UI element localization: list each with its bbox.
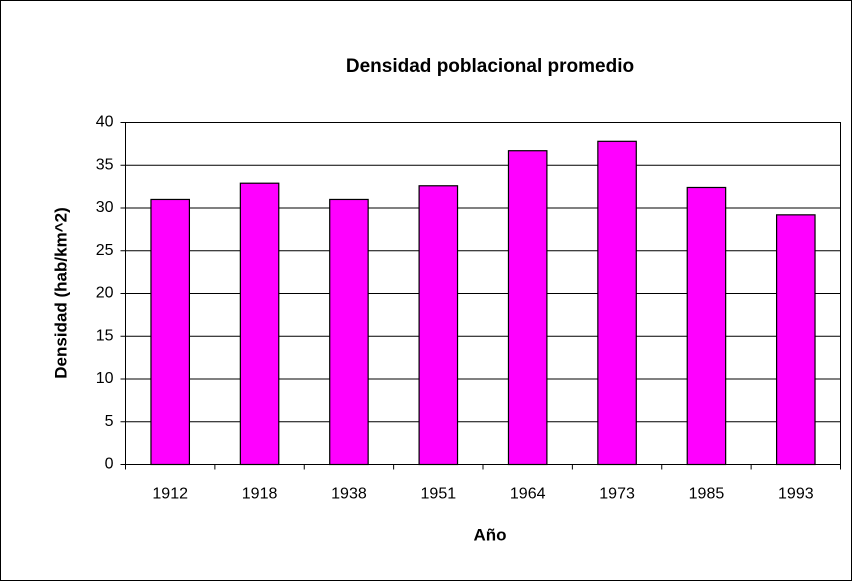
x-tick-label: 1973 (599, 486, 635, 503)
x-tick-label: 1951 (421, 486, 457, 503)
bar (507, 150, 548, 466)
y-axis-title: Densidad (hab/km^2) (51, 207, 70, 378)
bar (329, 198, 369, 466)
y-tick-label: 0 (105, 456, 114, 473)
y-tick-label: 40 (96, 114, 114, 131)
y-tick-label: 30 (96, 199, 114, 216)
x-tick-label: 1985 (689, 486, 725, 503)
bar (775, 214, 816, 466)
x-tick-label: 1964 (510, 486, 546, 503)
bar (686, 186, 727, 466)
chart-title: Densidad poblacional promedio (346, 56, 634, 77)
y-tick-label: 5 (105, 413, 114, 430)
bar (418, 185, 459, 466)
y-tick-label: 25 (96, 242, 114, 259)
x-tick-label: 1918 (242, 486, 278, 503)
y-tick-label: 35 (96, 156, 114, 173)
x-tick-label: 1993 (778, 486, 814, 503)
y-tick-label: 10 (96, 370, 114, 387)
x-tick-label: 1912 (152, 486, 188, 503)
x-tick-label: 1938 (331, 486, 367, 503)
y-tick-label: 15 (96, 327, 114, 344)
y-tick-label: 20 (96, 285, 114, 302)
x-axis-title: Año (473, 525, 506, 544)
bar (150, 198, 191, 466)
bar (239, 182, 280, 466)
bar (597, 140, 637, 466)
